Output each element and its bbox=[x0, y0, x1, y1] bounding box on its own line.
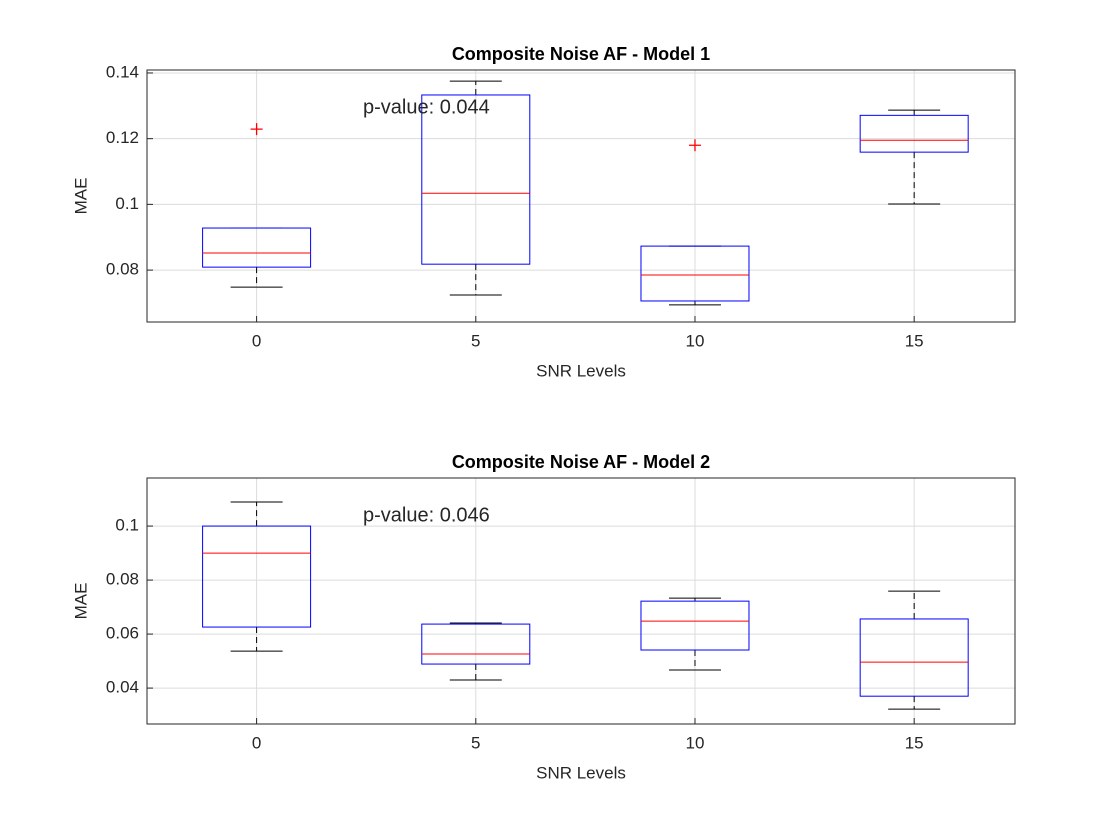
x-tick-label: 0 bbox=[252, 331, 261, 350]
x-axis-label: SNR Levels bbox=[536, 763, 626, 782]
y-tick-label: 0.06 bbox=[106, 624, 139, 643]
box bbox=[859, 618, 969, 697]
box bbox=[202, 227, 312, 268]
y-tick-label: 0.08 bbox=[106, 260, 139, 279]
x-tick-label: 5 bbox=[471, 331, 480, 350]
y-axis-label: MAE bbox=[71, 583, 90, 620]
box bbox=[421, 623, 531, 665]
y-axis-label: MAE bbox=[71, 178, 90, 215]
y-tick-label: 0.08 bbox=[106, 570, 139, 589]
annotation: p-value: 0.044 bbox=[363, 96, 490, 118]
plot-area bbox=[147, 478, 1015, 724]
x-tick-label: 10 bbox=[686, 331, 705, 350]
x-axis-label: SNR Levels bbox=[536, 361, 626, 380]
y-tick-label: 0.12 bbox=[106, 128, 139, 147]
x-tick-label: 0 bbox=[252, 733, 261, 752]
plot-area bbox=[147, 70, 1015, 322]
outlier bbox=[250, 123, 263, 136]
box bbox=[640, 245, 750, 302]
chart-title: Composite Noise AF - Model 1 bbox=[452, 44, 710, 64]
y-tick-label: 0.1 bbox=[115, 516, 139, 535]
axes-frame bbox=[146, 69, 1016, 323]
axes-frame bbox=[146, 477, 1016, 725]
y-tick-label: 0.1 bbox=[115, 194, 139, 213]
annotation: p-value: 0.046 bbox=[363, 504, 490, 526]
box bbox=[202, 525, 312, 628]
box bbox=[640, 600, 750, 651]
x-tick-label: 15 bbox=[905, 331, 924, 350]
x-tick-label: 10 bbox=[686, 733, 705, 752]
outlier bbox=[688, 139, 701, 152]
x-tick-label: 15 bbox=[905, 733, 924, 752]
y-tick-label: 0.14 bbox=[106, 62, 139, 81]
y-tick-label: 0.04 bbox=[106, 678, 139, 697]
box bbox=[859, 114, 969, 153]
box bbox=[421, 94, 531, 265]
chart-title: Composite Noise AF - Model 2 bbox=[452, 452, 710, 472]
x-tick-label: 5 bbox=[471, 733, 480, 752]
